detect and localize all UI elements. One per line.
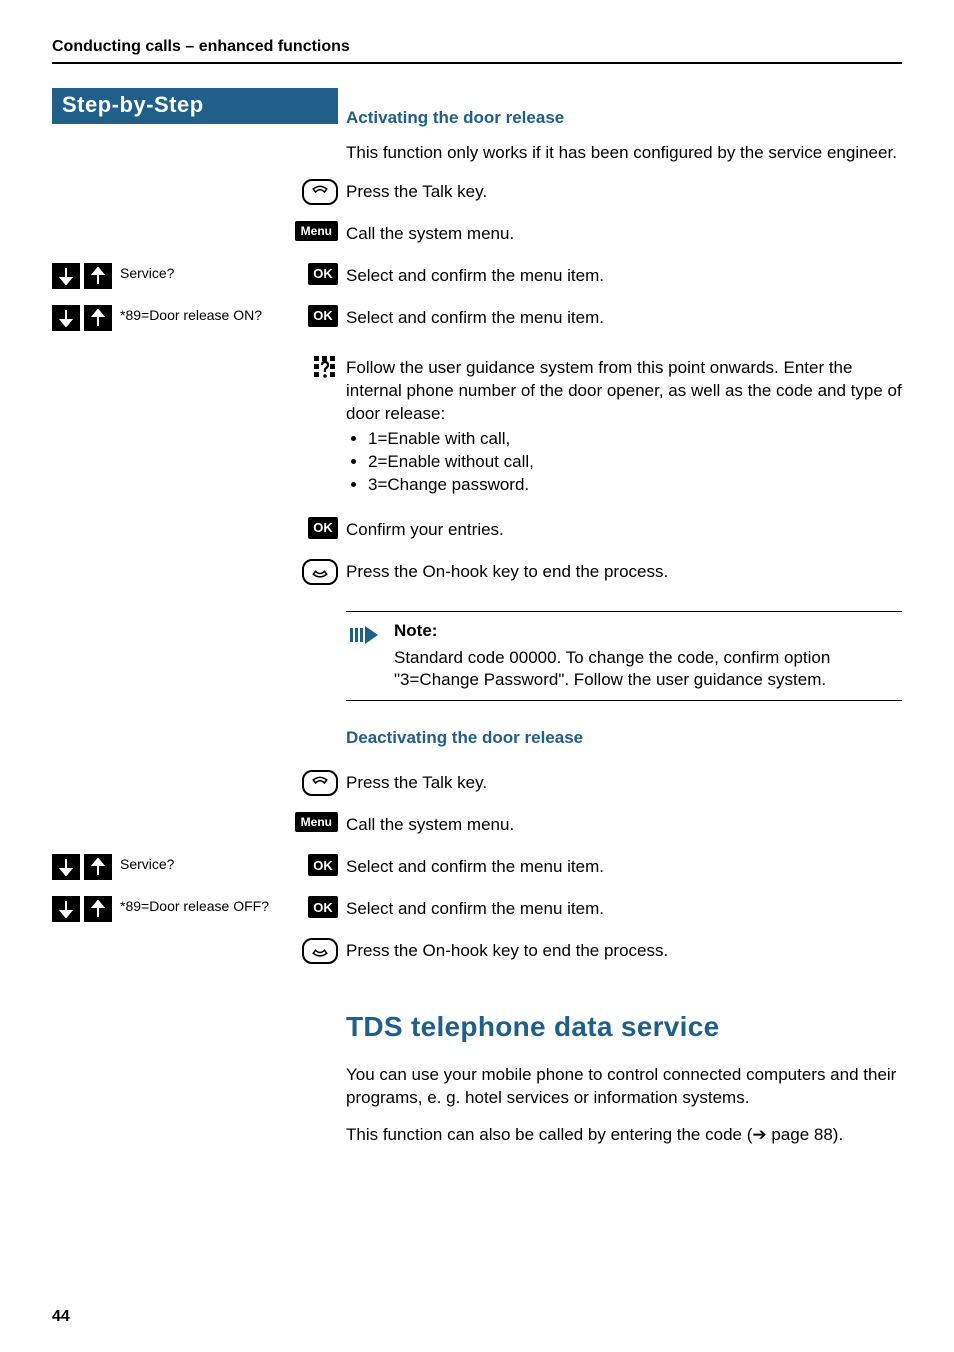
note-text: Standard code 00000. To change the code,… bbox=[394, 647, 902, 693]
menu-key-icon: Menu bbox=[295, 221, 338, 241]
s2-door-row: *89=Door release OFF? OK Select and conf… bbox=[52, 896, 902, 932]
ok-key-icon: OK bbox=[308, 896, 338, 918]
note-title: Note: bbox=[394, 620, 902, 643]
s1-menu-left: Menu bbox=[52, 221, 338, 241]
ok-key-icon: OK bbox=[308, 263, 338, 285]
down-arrow-icon bbox=[52, 896, 80, 922]
running-header: Conducting calls – enhanced functions bbox=[52, 38, 902, 64]
s2-talk-left bbox=[52, 770, 338, 796]
s2-menu-left: Menu bbox=[52, 812, 338, 832]
s1-menu-row: Menu Call the system menu. bbox=[52, 221, 902, 257]
page: Conducting calls – enhanced functions St… bbox=[0, 0, 954, 1352]
section2-heading: Deactivating the door release bbox=[346, 727, 902, 750]
up-arrow-icon bbox=[84, 263, 112, 289]
bullet-1: 1=Enable with call, bbox=[368, 428, 902, 451]
s1-keypad-left bbox=[52, 355, 338, 386]
s1-onhook-left bbox=[52, 559, 338, 585]
s2-door-label: *89=Door release OFF? bbox=[116, 896, 304, 915]
s3-p2-a: This function can also be called by ente… bbox=[346, 1125, 752, 1144]
note-row: Note: Standard code 00000. To change the… bbox=[52, 601, 902, 720]
down-arrow-icon bbox=[52, 305, 80, 331]
talk-key-icon bbox=[302, 770, 338, 796]
s2-heading-right: Deactivating the door release bbox=[338, 725, 902, 764]
up-arrow-icon bbox=[84, 305, 112, 331]
s1-door-row: *89=Door release ON? OK Select and confi… bbox=[52, 305, 902, 341]
s2-onhook-row: Press the On-hook key to end the process… bbox=[52, 938, 902, 974]
s2-service-label: Service? bbox=[116, 854, 304, 873]
s1-service-label: Service? bbox=[116, 263, 304, 282]
s3-p2-b: page 88). bbox=[767, 1125, 844, 1144]
s1-menu-text: Call the system menu. bbox=[338, 221, 902, 246]
left-col: Step-by-Step bbox=[52, 88, 338, 179]
section3-p2: This function can also be called by ente… bbox=[346, 1124, 902, 1147]
s1-keypad-text: Follow the user guidance system from thi… bbox=[338, 355, 902, 511]
s2-door-left: *89=Door release OFF? OK bbox=[52, 896, 338, 922]
s1-onhook-text: Press the On-hook key to end the process… bbox=[338, 559, 902, 584]
s1-service-text: Select and confirm the menu item. bbox=[338, 263, 902, 288]
section1-heading: Activating the door release bbox=[346, 108, 902, 128]
down-arrow-icon bbox=[52, 854, 80, 880]
ok-key-icon: OK bbox=[308, 517, 338, 539]
section3-p1: You can use your mobile phone to control… bbox=[346, 1064, 902, 1110]
down-arrow-icon bbox=[52, 263, 80, 289]
bullet-3: 3=Change password. bbox=[368, 474, 902, 497]
s2-service-text: Select and confirm the menu item. bbox=[338, 854, 902, 879]
s2-onhook-left bbox=[52, 938, 338, 964]
s2-heading-row: Deactivating the door release bbox=[52, 725, 902, 764]
s1-door-text: Select and confirm the menu item. bbox=[338, 305, 902, 330]
s2-service-left: Service? OK bbox=[52, 854, 338, 880]
s1-talk-row: Press the Talk key. bbox=[52, 179, 902, 215]
onhook-key-icon bbox=[302, 559, 338, 585]
s1-talk-left bbox=[52, 179, 338, 205]
s3-row: TDS telephone data service You can use y… bbox=[52, 980, 902, 1161]
s1-service-left: Service? OK bbox=[52, 263, 338, 289]
s1-keypad-row: Follow the user guidance system from thi… bbox=[52, 355, 902, 511]
s2-door-text: Select and confirm the menu item. bbox=[338, 896, 902, 921]
bullet-2: 2=Enable without call, bbox=[368, 451, 902, 474]
arrow-right-icon: ➔ bbox=[752, 1125, 766, 1144]
s1-confirm-row: OK Confirm your entries. bbox=[52, 517, 902, 553]
talk-key-icon bbox=[302, 179, 338, 205]
section1-intro: This function only works if it has been … bbox=[346, 142, 902, 165]
s1-onhook-row: Press the On-hook key to end the process… bbox=[52, 559, 902, 595]
s1-guidance: Follow the user guidance system from thi… bbox=[346, 358, 902, 423]
up-arrow-icon bbox=[84, 854, 112, 880]
step-by-step-banner: Step-by-Step bbox=[52, 88, 338, 124]
ok-key-icon: OK bbox=[308, 305, 338, 327]
ok-key-icon: OK bbox=[308, 854, 338, 876]
s1-confirm-text: Confirm your entries. bbox=[338, 517, 902, 542]
s1-door-label: *89=Door release ON? bbox=[116, 305, 304, 324]
note-icon bbox=[346, 620, 380, 653]
banner-row: Step-by-Step Activating the door release… bbox=[52, 88, 902, 179]
onhook-key-icon bbox=[302, 938, 338, 964]
right-col: Activating the door release This functio… bbox=[338, 88, 902, 179]
s3-right: TDS telephone data service You can use y… bbox=[338, 980, 902, 1161]
s2-menu-row: Menu Call the system menu. bbox=[52, 812, 902, 848]
s2-onhook-text: Press the On-hook key to end the process… bbox=[338, 938, 902, 963]
menu-key-icon: Menu bbox=[295, 812, 338, 832]
s1-confirm-left: OK bbox=[52, 517, 338, 539]
s1-talk-text: Press the Talk key. bbox=[338, 179, 902, 204]
s1-door-left: *89=Door release ON? OK bbox=[52, 305, 338, 331]
s2-menu-text: Call the system menu. bbox=[338, 812, 902, 837]
s2-service-row: Service? OK Select and confirm the menu … bbox=[52, 854, 902, 890]
section3-heading: TDS telephone data service bbox=[346, 1008, 902, 1046]
note-body: Note: Standard code 00000. To change the… bbox=[394, 620, 902, 693]
s1-service-row: Service? OK Select and confirm the menu … bbox=[52, 263, 902, 299]
up-arrow-icon bbox=[84, 896, 112, 922]
s2-talk-row: Press the Talk key. bbox=[52, 770, 902, 806]
page-number: 44 bbox=[52, 1308, 70, 1326]
s2-talk-text: Press the Talk key. bbox=[338, 770, 902, 795]
keypad-icon bbox=[312, 355, 338, 386]
note-box: Note: Standard code 00000. To change the… bbox=[346, 611, 902, 702]
note-right: Note: Standard code 00000. To change the… bbox=[338, 601, 902, 720]
